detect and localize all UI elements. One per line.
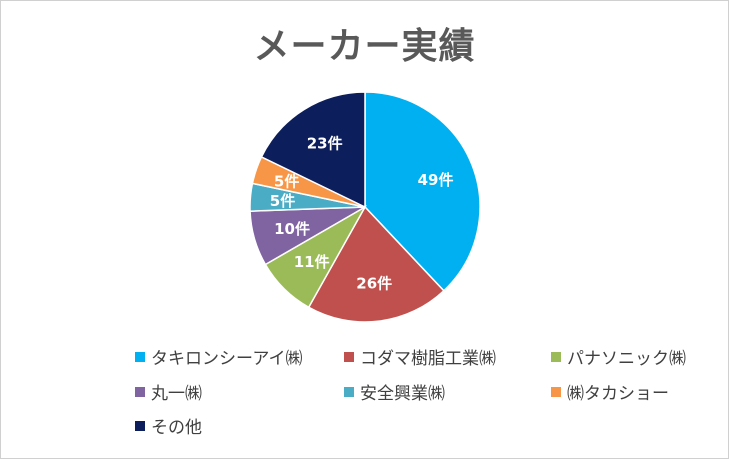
data-label-3: 10件 [274, 220, 310, 238]
pie-slice-0 [364, 91, 481, 292]
pie-slice-6 [260, 91, 366, 209]
data-label-0: 49件 [418, 171, 454, 189]
data-label-2: 11件 [294, 253, 330, 271]
data-label-4: 5件 [270, 192, 295, 210]
pie-slice-1 [307, 205, 445, 323]
chart-title: メーカー実績 [253, 26, 476, 67]
data-label-5: 5件 [274, 172, 299, 190]
data-label-6: 23件 [307, 135, 343, 153]
data-label-1: 26件 [356, 274, 392, 292]
